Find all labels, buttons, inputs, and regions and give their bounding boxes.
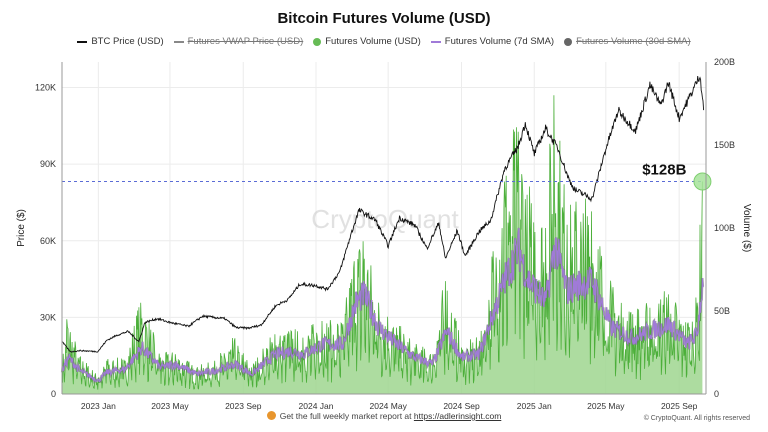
right-tick-label: 50B (714, 306, 730, 316)
x-tick-label: 2024 Jan (299, 401, 334, 411)
series-futures-volume-line (61, 95, 703, 390)
right-tick-label: 100B (714, 223, 735, 233)
price-layer (61, 75, 705, 353)
legend-swatch (77, 40, 88, 43)
chart-title: Bitcoin Futures Volume (USD) (277, 10, 491, 27)
x-tick-label: 2023 Jan (81, 401, 116, 411)
sma-layer (60, 227, 705, 385)
x-tick-label: 2023 Sep (225, 401, 262, 411)
right-axis-title: Volume ($) (741, 204, 752, 252)
footer-report-link[interactable]: https://adlerinsight.com (413, 411, 502, 421)
right-tick-label: 0 (714, 389, 719, 399)
left-tick-label: 30K (40, 312, 56, 322)
x-tick-label: 2023 May (151, 401, 189, 411)
footer: Get the full weekly market report at htt… (0, 411, 768, 421)
legend-item[interactable]: BTC Price (USD) (77, 36, 164, 47)
x-tick-label: 2025 Jan (517, 401, 552, 411)
volume-layer (61, 95, 703, 394)
annotation-layer: $128B (62, 162, 712, 191)
legend-item[interactable]: Futures Volume (USD) (313, 36, 421, 47)
watermark-text: CryptoQuant (311, 204, 459, 234)
legend-item[interactable]: Futures Volume (7d SMA) (430, 36, 555, 47)
legend-label: BTC Price (USD) (91, 36, 164, 47)
footer-report-text: Get the full weekly market report at (279, 411, 412, 421)
x-tick-label: 2024 May (370, 401, 408, 411)
legend-swatch (564, 37, 573, 46)
legend-label: Futures Volume (USD) (325, 36, 421, 47)
copyright-text: © CryptoQuant. All rights reserved (643, 415, 750, 422)
left-tick-label: 90K (40, 159, 56, 169)
legend-label: Futures VWAP Price (USD) (187, 36, 304, 47)
legend-label: Futures Volume (7d SMA) (444, 36, 555, 47)
left-axis-title: Price ($) (16, 209, 27, 247)
report-icon (266, 411, 276, 420)
right-tick-label: 200B (714, 57, 735, 67)
legend-swatch (313, 37, 322, 46)
annotation-highlight-circle (693, 172, 712, 191)
legend-swatch (173, 40, 184, 43)
series-futures-volume-7d-sma (61, 227, 704, 383)
legend: BTC Price (USD) Futures VWAP Price (USD) F… (0, 36, 768, 47)
left-tick-label: 60K (40, 236, 56, 246)
annotation-label: $128B (642, 162, 686, 179)
axis-layer: 0 30K 60K 90K 120K 0 50B 100B 150B 200B 2023 Jan 20… (16, 57, 752, 411)
left-tick-label: 120K (35, 83, 56, 93)
legend-item[interactable]: Futures Volume (30d SMA) (564, 36, 691, 47)
x-tick-label: 2025 May (587, 401, 625, 411)
left-tick-label: 0 (51, 389, 56, 399)
legend-item[interactable]: Futures VWAP Price (USD) (173, 36, 304, 47)
series-btc-price (61, 75, 705, 353)
legend-label: Futures Volume (30d SMA) (576, 36, 691, 47)
x-tick-label: 2024 Sep (443, 401, 480, 411)
legend-swatch (430, 40, 441, 43)
right-tick-label: 150B (714, 140, 735, 150)
x-tick-label: 2025 Sep (661, 401, 698, 411)
